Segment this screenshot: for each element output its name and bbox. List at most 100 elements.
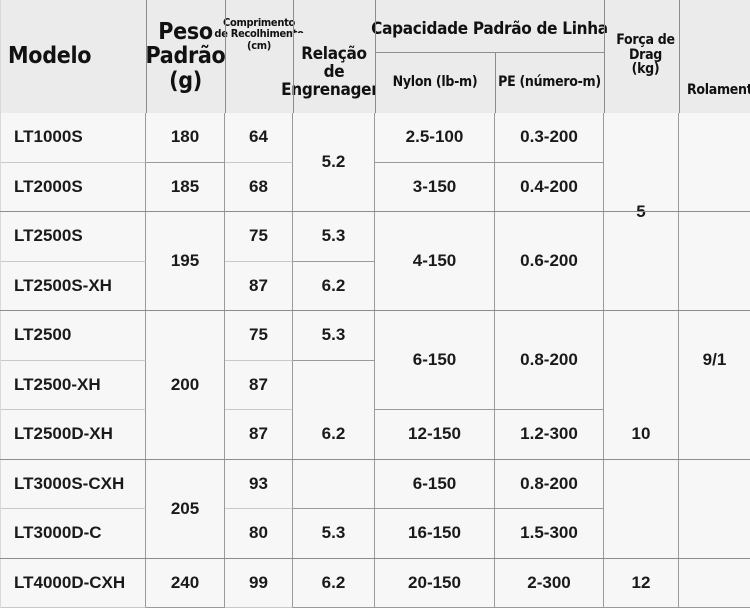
cell-modelo-value: LT2500S [14, 226, 83, 246]
cell-modelo: LT2500S-XH [0, 261, 146, 311]
header-nylon: Nylon (lb-m) [375, 52, 495, 113]
cell-pe-value: 0.8-200 [520, 473, 578, 493]
cell-relacao-value: 5.3 [321, 226, 346, 246]
header-rolamentos: Rolamentos [679, 68, 750, 113]
header-divider-2 [225, 0, 226, 113]
header-nylon-label: Nylon (lb-m) [392, 74, 478, 91]
cell-modelo: LT2500S [0, 212, 146, 262]
header-peso-line1: Peso [158, 19, 213, 46]
cell-nylon-value: 4-150 [412, 251, 457, 270]
cell-nylon: 6-150 [375, 459, 495, 509]
header-forca-unit: (kg) [631, 61, 660, 78]
cell-nylon: 16-150 [375, 509, 495, 559]
cell-peso: 200 [146, 311, 225, 460]
cell-comprimento: 87 [225, 410, 293, 460]
header-divider-6 [604, 0, 605, 113]
cell-nylon: 2.5-100 [375, 113, 495, 163]
cell-modelo-value: LT3000D-C [14, 523, 102, 543]
cell-pe-value: 0.6-200 [520, 251, 578, 270]
cell-peso-value: 195 [170, 251, 200, 270]
cell-relacao-value: 5.3 [321, 325, 346, 345]
cell-pe: 1.5-300 [495, 509, 604, 559]
header-peso-padrao: Peso Padrão (g) [145, 0, 226, 113]
cell-peso-value: 180 [170, 127, 200, 147]
cell-relacao: 5.2 [293, 113, 375, 212]
header-comprimento-unit: (cm) [246, 38, 272, 52]
cell-relacao-value: 5.2 [321, 152, 346, 171]
cell-pe: 1.2-300 [495, 410, 604, 460]
header-divider-1 [146, 0, 147, 113]
cell-comprimento: 87 [225, 261, 293, 311]
cell-nylon-value: 2.5-100 [405, 127, 464, 147]
row-group-separator [0, 458, 750, 460]
row-group-separator [0, 211, 750, 212]
cell-peso-value: 205 [170, 498, 200, 518]
cell-comprimento: 99 [225, 558, 293, 608]
cell-nylon-value: 20-150 [408, 572, 461, 592]
cell-modelo: LT4000D-CXH [0, 558, 146, 608]
table-left-edge [0, 0, 1, 608]
header-forca-line1: Força de [616, 32, 675, 48]
cell-pe: 0.8-200 [495, 459, 604, 509]
cell-peso-value: 240 [170, 572, 200, 592]
cell-comprimento-value: 87 [249, 275, 268, 295]
cell-drag-value: 12 [631, 572, 651, 592]
cell-peso: 185 [146, 162, 225, 212]
header-comprimento-recolhimento: Comprimento de Recolhimento (cm) [214, 4, 304, 64]
cell-pe-value: 1.5-300 [520, 523, 578, 543]
cell-comprimento-value: 93 [249, 473, 268, 493]
header-modelo-label: Modelo [8, 43, 92, 70]
cell-pe: 0.4-200 [495, 162, 604, 212]
header-relacao-line1: Relação [301, 44, 367, 65]
cell-comprimento-value: 87 [249, 424, 268, 444]
cell-pe-value: 0.8-200 [520, 350, 578, 369]
header-divider-3 [293, 0, 294, 113]
header-capacidade-label: Capacidade Padrão de Linha [371, 19, 608, 40]
row-group-separator [0, 310, 750, 311]
cell-pe: 0.3-200 [495, 113, 604, 163]
cell-comprimento-value: 68 [249, 176, 268, 196]
cell-nylon: 20-150 [375, 558, 495, 608]
header-pe-label: PE (número-m) [498, 74, 601, 91]
cell-pe-value: 1.2-300 [520, 424, 578, 444]
cell-rolamentos: 9/1 [679, 113, 750, 608]
cell-comprimento-value: 87 [249, 374, 268, 394]
cell-modelo: LT3000D-C [0, 509, 146, 559]
cell-relacao: 6.2 [293, 558, 375, 608]
header-divider-4 [375, 0, 376, 113]
cell-relacao: 5.3 [293, 212, 375, 262]
cell-modelo-value: LT2500-XH [14, 374, 101, 394]
cell-modelo-value: LT1000S [14, 127, 83, 147]
cell-modelo-value: LT2500D-XH [14, 424, 113, 444]
cell-drag: 10 [604, 311, 679, 559]
header-capacidade-underline [375, 52, 604, 53]
cell-pe-value: 0.3-200 [520, 127, 578, 147]
cell-modelo: LT2500-XH [0, 360, 146, 410]
header-modelo: Modelo [0, 0, 146, 113]
cell-peso: 205 [146, 459, 225, 559]
cell-relacao-value: 6.2 [321, 275, 346, 295]
cell-comprimento-value: 80 [249, 523, 268, 543]
cell-relacao-value: 6.2 [321, 424, 346, 444]
cell-comprimento: 75 [225, 212, 293, 262]
cell-modelo-value: LT2500S-XH [14, 275, 112, 295]
cell-comprimento-value: 64 [249, 127, 268, 147]
header-peso-unit: (g) [169, 67, 202, 94]
cell-drag: 5 [604, 113, 679, 311]
cell-drag-value: 10 [631, 424, 651, 444]
cell-modelo: LT2500 [0, 311, 146, 361]
cell-modelo: LT3000S-CXH [0, 459, 146, 509]
cell-comprimento: 75 [225, 311, 293, 361]
header-divider-5 [495, 52, 496, 113]
cell-peso-value: 185 [170, 176, 200, 196]
cell-peso: 180 [146, 113, 225, 163]
header-relacao-engrenagem: Relação de Engrenagem [281, 33, 387, 113]
cell-comprimento: 93 [225, 459, 293, 509]
header-comprimento-line1: Comprimento [222, 15, 296, 29]
cell-nylon: 12-150 [375, 410, 495, 460]
cell-modelo-value: LT3000S-CXH [14, 473, 125, 493]
header-divider-7 [679, 0, 680, 113]
cell-nylon-value: 3-150 [412, 176, 457, 196]
header-peso-line2: Padrão [145, 43, 226, 70]
cell-comprimento-value: 75 [249, 325, 268, 345]
